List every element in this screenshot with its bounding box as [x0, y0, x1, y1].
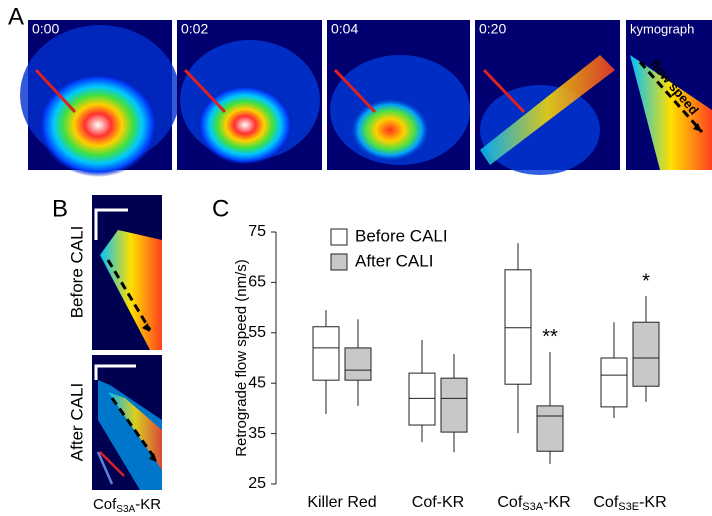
panel-b-images [92, 195, 162, 490]
panel-a-images [20, 20, 712, 177]
caption-part: -KR [135, 496, 161, 513]
legend-label: After CALI [355, 251, 433, 270]
legend-label: Before CALI [355, 226, 448, 245]
x-tick-label: Killer Red [307, 494, 376, 511]
frame-time: kymograph [630, 21, 694, 36]
y-tick-label: 25 [248, 475, 266, 492]
x-tick-label-sub: S3A [522, 501, 543, 513]
x-tick-label: Cof-KR [412, 494, 464, 511]
caption-sub: S3A [116, 504, 135, 515]
x-tick-label-part: -KR [543, 494, 571, 511]
x-tick-label-sub: S3E [618, 501, 639, 513]
x-tick-label-part: Cof [497, 494, 522, 511]
frame-time: 0:02 [181, 21, 208, 37]
box [600, 357, 628, 408]
x-tick-label: CofS3E-KR [593, 494, 666, 513]
box [632, 321, 660, 387]
x-tick-label-part: Cof [593, 494, 618, 511]
x-tick-label-part: Killer Red [307, 494, 376, 511]
box [536, 405, 564, 452]
y-tick-label: 75 [248, 223, 266, 240]
y-tick-label: 55 [248, 324, 266, 341]
significance: ** [542, 326, 558, 348]
frame-time: 0:20 [479, 21, 506, 37]
row-label: Before CALI [67, 226, 86, 319]
y-tick-label: 35 [248, 425, 266, 442]
significance: * [642, 270, 650, 292]
x-tick-label-part: Cof-KR [412, 494, 464, 511]
legend-swatch [330, 228, 348, 246]
box [440, 377, 468, 433]
x-tick-label-part: -KR [639, 494, 667, 511]
y-axis-label: Retrograde flow speed (nm/s) [233, 259, 250, 457]
row-label: After CALI [67, 383, 86, 461]
panel-label: C [212, 195, 229, 222]
panel-label: B [52, 195, 68, 222]
legend-swatch [330, 253, 348, 271]
y-tick-label: 45 [248, 374, 266, 391]
box [408, 372, 436, 426]
panel-label: A [8, 3, 24, 30]
y-tick-label: 65 [248, 274, 266, 291]
x-tick-label: CofS3A-KR [497, 494, 570, 513]
frame-time: 0:04 [331, 21, 358, 37]
box [504, 269, 532, 385]
box [344, 347, 372, 381]
caption-part: Cof [93, 496, 117, 513]
caption: CofS3A-KR [93, 496, 161, 515]
frame-time: 0:00 [32, 21, 59, 37]
box [312, 326, 340, 381]
